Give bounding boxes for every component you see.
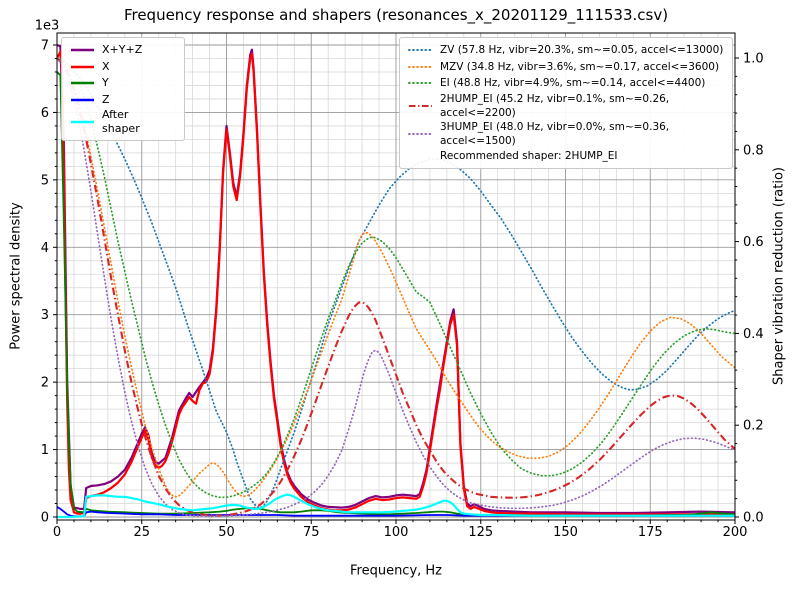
legend-item-label: MZV (34.8 Hz, vibr=3.6%, sm~=0.17, accel… (440, 60, 720, 73)
y-left-tick-label: 4 (41, 241, 49, 256)
legend-line-sample (71, 82, 94, 85)
series-2hump-ei (57, 57, 735, 517)
x-tick-label: 200 (723, 525, 748, 540)
y-left-tick-label: 2 (41, 376, 49, 391)
legend-item-label: Y (102, 76, 109, 90)
y-axis-scale-offset: 1e3 (34, 18, 60, 34)
y-left-tick-label: 5 (41, 173, 49, 188)
legend-line-sample (409, 104, 432, 107)
axis-tick-labels: 0 25 50 75 100 125 150 175 200 0 1 2 3 4 5 6 7 0.0 0.2 0.4 0… (41, 39, 764, 541)
legend-item-label: X (102, 59, 110, 73)
y-left-tick-label: 3 (41, 308, 49, 323)
legend-item: 3HUMP_EI (48.0 Hz, vibr=0.0%, sm~=0.36, … (408, 120, 724, 148)
y-right-tick-label: 0.2 (743, 419, 764, 434)
y-right-tick-label: 0.0 (743, 511, 764, 526)
legend-line-sample (71, 98, 94, 101)
y-right-tick-label: 0.4 (743, 327, 764, 342)
y-left-axis-label: Power spectral density (8, 202, 24, 350)
y-right-tick-label: 0.8 (743, 143, 764, 158)
x-tick-label: 125 (468, 525, 493, 540)
legend-item: X (70, 59, 176, 76)
y-right-tick-label: 1.0 (743, 52, 764, 67)
legend-item-label: Z (102, 92, 110, 106)
legend-line-sample (408, 65, 433, 68)
x-tick-label: 75 (303, 525, 320, 540)
legend-item: EI (48.8 Hz, vibr=4.9%, sm~=0.14, accel<… (408, 75, 724, 92)
axis-ticks (53, 44, 739, 524)
x-tick-label: 150 (553, 525, 578, 540)
chart-title: Frequency response and shapers (resonanc… (123, 6, 669, 24)
series-mzv (57, 57, 735, 498)
legend-item: 2HUMP_EI (45.2 Hz, vibr=0.1%, sm~=0.26, … (408, 92, 724, 120)
series-after-shaper (57, 493, 735, 519)
legend-item-label: 2HUMP_EI (45.2 Hz, vibr=0.1%, sm~=0.26, … (440, 92, 670, 119)
y-left-tick-label: 0 (41, 511, 49, 526)
legend-item-label: X+Y+Z (102, 43, 143, 57)
legend-line-sample (71, 120, 94, 124)
legend-shapers: ZV (57.8 Hz, vibr=20.3%, sm~=0.05, accel… (399, 37, 733, 169)
legend-line-sample (408, 49, 433, 52)
legend-item: Y (70, 75, 176, 92)
legend-item-label: Recommended shaper: 2HUMP_EI (440, 149, 618, 162)
legend-psd-curves: X+Y+Z X Y Z After shaper (61, 37, 185, 141)
series-zv (57, 57, 735, 509)
y-left-tick-label: 7 (41, 39, 49, 54)
legend-line-sample (71, 49, 94, 52)
legend-item: X+Y+Z (70, 42, 176, 59)
x-axis-label: Frequency, Hz (349, 563, 443, 579)
series-x (57, 50, 735, 516)
series-3hump-ei (57, 57, 735, 517)
legend-item: ZV (57.8 Hz, vibr=20.3%, sm~=0.05, accel… (408, 42, 724, 59)
legend-item: Z (70, 92, 176, 109)
series-ei (57, 57, 735, 499)
legend-item-label: ZV (57.8 Hz, vibr=20.3%, sm~=0.05, accel… (440, 44, 724, 57)
legend-item: MZV (34.8 Hz, vibr=3.6%, sm~=0.17, accel… (408, 59, 724, 76)
legend-line-sample (71, 65, 94, 68)
y-left-tick-label: 6 (41, 106, 49, 121)
x-tick-label: 175 (638, 525, 663, 540)
legend-line-sample (408, 132, 433, 135)
y-right-tick-label: 0.6 (743, 235, 764, 250)
legend-item-label: 3HUMP_EI (48.0 Hz, vibr=0.0%, sm~=0.36, … (440, 120, 670, 147)
legend-item-label: EI (48.8 Hz, vibr=4.9%, sm~=0.14, accel<… (440, 77, 706, 90)
y-left-tick-label: 1 (41, 443, 49, 458)
y-right-axis-label: Shaper vibration reduction (ratio) (771, 167, 787, 385)
x-tick-label: 50 (218, 525, 235, 540)
x-tick-label: 100 (384, 525, 409, 540)
legend-item-label: After shaper (102, 108, 140, 135)
x-tick-label: 25 (133, 525, 150, 540)
legend-sample-spacer (408, 151, 433, 161)
series-curves (57, 43, 735, 519)
legend-item: After shaper (70, 108, 176, 136)
x-tick-label: 0 (53, 525, 61, 540)
legend-item: Recommended shaper: 2HUMP_EI (408, 148, 724, 165)
legend-line-sample (408, 82, 433, 85)
